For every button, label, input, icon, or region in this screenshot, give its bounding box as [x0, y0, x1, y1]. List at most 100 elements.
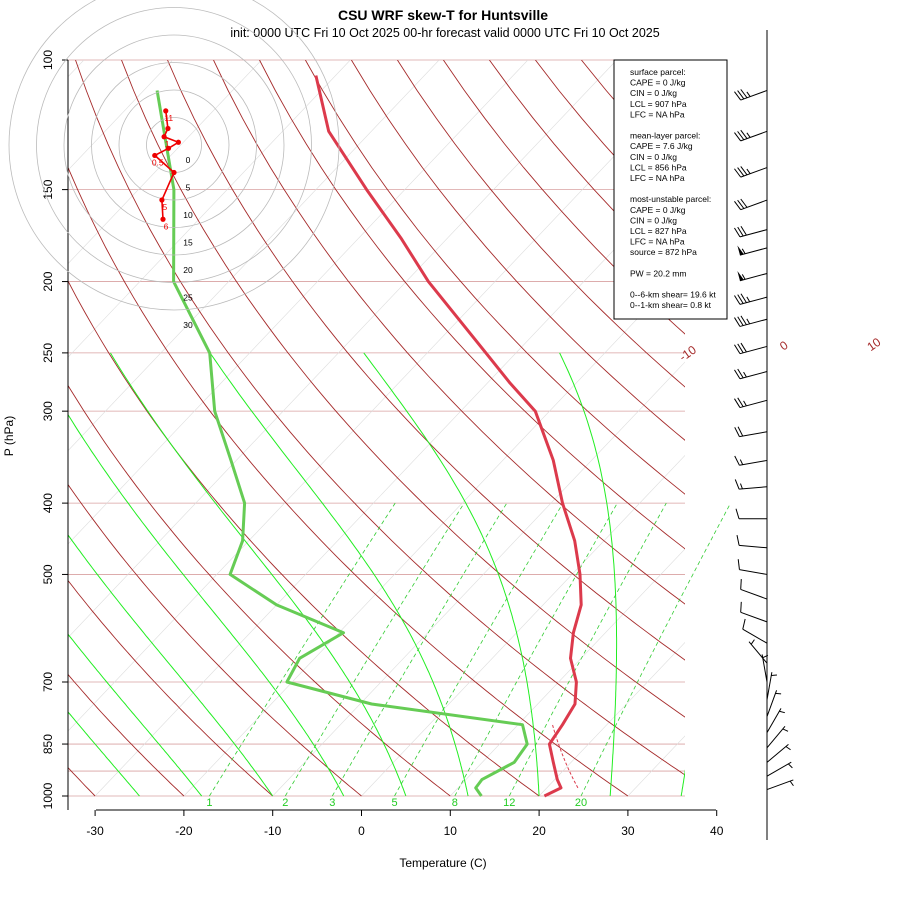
- pressure-tick-label: 1000: [41, 782, 55, 809]
- temperature-tick-label: 40: [710, 824, 724, 838]
- wind-barb-half-flag: [779, 710, 785, 714]
- wind-barb-half-flag: [740, 483, 743, 490]
- mixing-ratio-line: [508, 502, 667, 797]
- wind-barb-flag: [734, 132, 742, 142]
- hodograph-ring-label: 25: [183, 293, 193, 303]
- mixing-ratio-line: [394, 502, 564, 797]
- dry-adiabat-line: [765, 60, 900, 796]
- info-box-line: CIN = 0 J/kg: [630, 88, 677, 98]
- dry-adiabat-line: [259, 60, 685, 550]
- moist-adiabat-line: [559, 352, 618, 797]
- hodograph-ring-label: 20: [183, 265, 193, 275]
- wind-barb-flag: [734, 369, 741, 380]
- wind-barb-shaft: [766, 726, 786, 749]
- wind-barb-flag: [735, 508, 740, 519]
- wind-barb: [766, 708, 785, 733]
- wind-barb-half-flag: [771, 674, 778, 676]
- dry-adiabat-line: [305, 60, 685, 495]
- wind-barb: [734, 368, 768, 380]
- wind-barb-half-flag: [789, 780, 794, 787]
- wind-barb: [734, 397, 768, 409]
- info-box-line: CAPE = 0 J/kg: [630, 205, 686, 215]
- hodograph-point: [165, 125, 171, 132]
- wind-barb-flag: [737, 90, 745, 100]
- pressure-tick-label: 850: [41, 734, 55, 754]
- hodograph-point: [160, 216, 166, 222]
- isotherm-gridline: [894, 60, 900, 796]
- wind-barb-half-flag: [746, 318, 751, 325]
- dry-adiabat-line: [75, 60, 685, 776]
- pressure-tick-label: 400: [41, 493, 55, 513]
- wind-barb: [737, 559, 768, 575]
- mixing-ratio-label: 2: [282, 797, 288, 809]
- info-box-line: CAPE = 7.6 J/kg: [630, 141, 693, 151]
- info-box-line: LCL = 856 hPa: [630, 162, 687, 172]
- info-box-line: source = 872 hPa: [630, 247, 697, 257]
- isotherm-gridline: [272, 361, 685, 797]
- wind-barb-shaft: [740, 588, 768, 600]
- wind-barb-shaft: [740, 199, 768, 211]
- moist-adiabat-line: [363, 352, 540, 797]
- wind-barb-half-flag: [743, 371, 747, 378]
- hodograph-ring-label: 15: [183, 238, 193, 248]
- wind-barb-flag: [734, 427, 740, 437]
- dry-adiabat-line: [68, 384, 451, 797]
- dry-adiabat-line: [68, 579, 273, 797]
- info-box-line: PW = 20.2 mm: [630, 268, 686, 278]
- pressure-tick-label: 300: [41, 401, 55, 421]
- dry-adiabats: [68, 60, 900, 797]
- info-box-line: CIN = 0 J/kg: [630, 215, 677, 225]
- wind-barb: [734, 129, 768, 142]
- wind-barb-half-flag: [785, 746, 791, 751]
- wind-barb-flag: [737, 226, 744, 237]
- wind-barb-flag: [740, 225, 747, 236]
- pressure-tick-label: 250: [41, 343, 55, 363]
- wind-barb-flag: [736, 535, 740, 546]
- x-axis-label: Temperature (C): [399, 856, 486, 870]
- wind-barb-flag: [740, 315, 747, 325]
- isotherm-labels: -1001020304050: [677, 335, 884, 364]
- hodograph-ring: [118, 89, 230, 201]
- hodograph-point: [161, 134, 167, 140]
- hodograph-ring: [91, 62, 257, 228]
- mixing-ratio-line: [209, 502, 396, 797]
- hodograph-point-label: 11: [164, 113, 173, 123]
- temperature-tick-label: 0: [358, 824, 365, 838]
- wind-barb-shaft: [739, 544, 768, 549]
- isotherm-gridline: [806, 60, 900, 796]
- temperature-tick-label: 30: [621, 824, 635, 838]
- wind-barb-half-flag: [739, 459, 744, 465]
- wind-barb-flag: [740, 579, 742, 590]
- wind-barb-half-flag: [787, 763, 793, 769]
- wind-barb-flag: [740, 129, 748, 139]
- wind-barb-half-flag: [750, 639, 755, 645]
- wind-barb-flag: [737, 316, 744, 326]
- wind-barb-flag: [734, 344, 741, 354]
- dry-adiabat-line: [68, 166, 629, 797]
- wind-barb: [740, 601, 768, 623]
- wind-barb: [766, 779, 794, 791]
- info-box-line: surface parcel:: [630, 67, 686, 77]
- moist-adiabat-line: [680, 769, 685, 797]
- wind-barb-flag: [737, 559, 740, 570]
- wind-barb-flag: [734, 479, 740, 490]
- wind-barb-shaft: [739, 229, 768, 238]
- hodograph-ring-label: 0: [186, 155, 191, 165]
- hodograph-point-label: 1: [165, 139, 170, 149]
- wind-barb-half-flag: [782, 728, 789, 732]
- wind-barb-shaft: [739, 431, 768, 438]
- wind-barb: [748, 639, 768, 664]
- wind-barb-flag: [737, 167, 745, 177]
- wind-barb-shaft: [742, 628, 768, 644]
- pressure-tick-label: 200: [41, 271, 55, 291]
- mixing-ratio-line: [454, 502, 618, 797]
- info-box-line: 0--6-km shear= 19.6 kt: [630, 290, 716, 300]
- wind-barb-shaft: [740, 167, 768, 178]
- wind-barb-flag: [734, 317, 741, 327]
- dry-adiabat-line: [68, 673, 185, 797]
- mixing-ratio-line: [284, 502, 465, 797]
- wind-barb-half-flag: [741, 274, 746, 280]
- info-box-line: CIN = 0 J/kg: [630, 152, 677, 162]
